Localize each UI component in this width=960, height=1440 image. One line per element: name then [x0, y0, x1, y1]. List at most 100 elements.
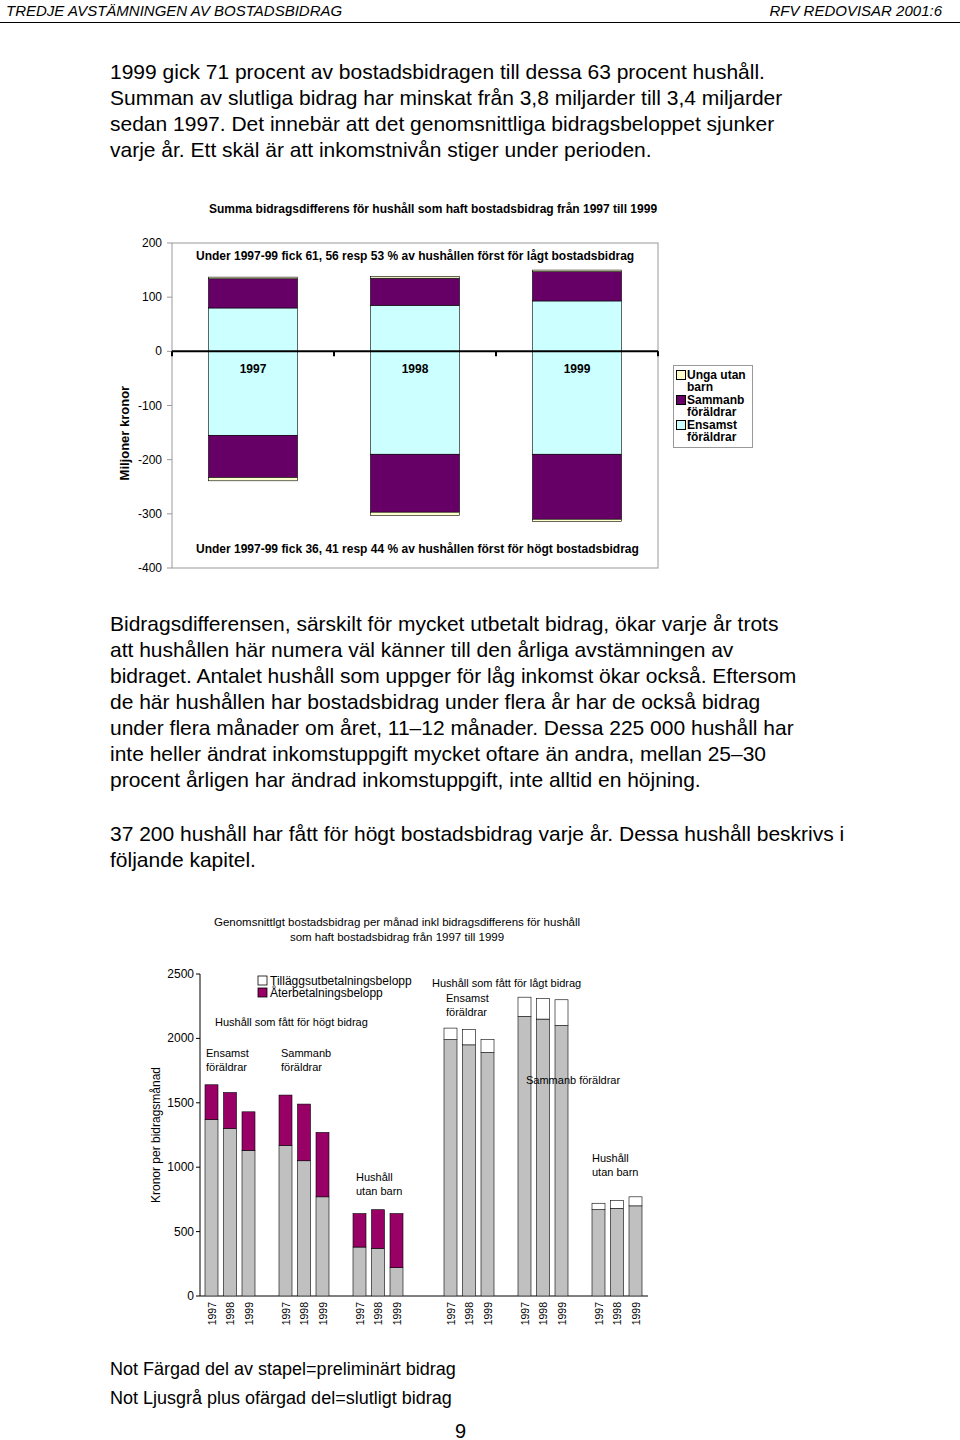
legend-item: Unga utan barn — [674, 369, 752, 393]
bar-segment — [242, 1112, 255, 1151]
y-tick-label: 2500 — [167, 967, 194, 981]
page: TREDJE AVSTÄMNINGEN AV BOSTADSBIDRAGRFV … — [0, 0, 960, 1440]
category-label: 1997 — [593, 1302, 605, 1326]
note: Not Ljusgrå plus ofärgad del=slutligt bi… — [110, 1388, 452, 1409]
category-tick — [495, 351, 497, 356]
annotation: Under 1997-99 fick 36, 41 resp 44 % av h… — [196, 542, 639, 556]
bar-segment — [592, 1203, 605, 1209]
legend-swatch — [676, 370, 686, 380]
bar-segment — [205, 1120, 218, 1296]
bar-segment — [370, 351, 459, 454]
annotation: Sammanb föräldrar — [526, 1074, 620, 1086]
bar-segment — [555, 1000, 568, 1026]
category-tick — [171, 351, 173, 356]
legend-label: Unga utan barn — [687, 369, 749, 393]
text-line: sedan 1997. Det innebär att det genomsni… — [110, 111, 774, 137]
bar-segment — [208, 277, 297, 279]
category-label: 1998 — [224, 1302, 236, 1326]
bar-segment — [390, 1214, 403, 1268]
bar-segment — [242, 1150, 255, 1296]
y-tick — [196, 1296, 200, 1297]
category-label: 1997 — [240, 362, 267, 376]
y-tick-label: 0 — [187, 1289, 194, 1303]
y-tick-label: 1500 — [167, 1096, 194, 1110]
annotation: Hushåll som fått för högt bidrag — [215, 1016, 368, 1028]
legend-swatch — [676, 395, 686, 405]
bar-segment — [629, 1197, 642, 1206]
category-label: 1997 — [519, 1302, 531, 1326]
header-right: RFV REDOVISAR 2001:6 — [769, 2, 942, 19]
bar-segment — [208, 478, 297, 481]
text-line: Summan av slutliga bidrag har minskat fr… — [110, 85, 782, 111]
bar-segment — [444, 1028, 457, 1040]
legend-swatch — [676, 420, 686, 430]
y-tick — [196, 1038, 200, 1039]
legend-swatch — [258, 988, 267, 997]
bar-segment — [611, 1208, 624, 1296]
charts: Summa bidragsdifferens för hushåll som h… — [0, 0, 960, 1440]
bar-segment — [532, 301, 621, 351]
text-line: under flera månader om året, 11–12 månad… — [110, 715, 794, 741]
bar-segment — [370, 454, 459, 512]
bar-segment — [629, 1206, 642, 1296]
category-label: 1999 — [630, 1302, 642, 1326]
text-line: bidraget. Antalet hushåll som uppger för… — [110, 663, 796, 689]
annotation: Sammanb — [281, 1047, 331, 1059]
y-tick-label: -100 — [138, 399, 162, 413]
bar-segment — [205, 1085, 218, 1120]
zero-axis — [172, 350, 658, 352]
y-axis-label: Kronor per bidragsmånad — [149, 1067, 163, 1203]
text-line: varje år. Ett skäl är att inkomstnivån s… — [110, 137, 652, 163]
bar-segment — [298, 1161, 311, 1296]
y-tick — [167, 297, 172, 298]
text-line: inte heller ändrat inkomstuppgift mycket… — [110, 741, 766, 767]
bars — [208, 270, 621, 521]
annotation: Under 1997-99 fick 61, 56 resp 53 % av h… — [196, 249, 634, 263]
bar-segment — [592, 1210, 605, 1296]
legend-swatch — [258, 976, 267, 985]
annotation: Hushåll — [356, 1171, 393, 1183]
y-tick — [167, 405, 172, 406]
plot-frame — [172, 243, 658, 568]
annotation: Ensamst — [446, 992, 489, 1004]
y-tick-label: 200 — [142, 236, 162, 250]
bars — [205, 997, 642, 1296]
category-label: 1997 — [354, 1302, 366, 1326]
y-tick-label: -300 — [138, 507, 162, 521]
bar-segment — [481, 1040, 494, 1053]
bar-segment — [390, 1268, 403, 1296]
legend: Unga utan barnSammanb föräldrarEnsamst f… — [673, 365, 753, 448]
y-tick-label: -400 — [138, 561, 162, 575]
legend-item: Ensamst föräldrar — [674, 419, 752, 443]
bar-segment — [532, 519, 621, 521]
category-label: 1998 — [611, 1302, 623, 1326]
category-label: 1999 — [564, 362, 591, 376]
chart-title: Summa bidragsdifferens för hushåll som h… — [209, 202, 657, 216]
y-tick — [167, 513, 172, 514]
category-tick — [333, 351, 335, 356]
y-axis — [200, 974, 201, 1296]
bar-segment — [370, 278, 459, 305]
y-tick-label: 2000 — [167, 1031, 194, 1045]
bar-segment — [532, 270, 621, 272]
bar-segment — [298, 1104, 311, 1161]
bar-segment — [353, 1214, 366, 1247]
y-tick-label: 500 — [174, 1225, 194, 1239]
bar-segment — [463, 1029, 476, 1044]
annotation: föräldrar — [446, 1006, 487, 1018]
bar-segment — [370, 277, 459, 279]
category-tick — [657, 351, 659, 356]
bar-segment — [316, 1132, 329, 1196]
bar-segment — [611, 1201, 624, 1209]
category-label: 1998 — [537, 1302, 549, 1326]
bar-segment — [518, 1017, 531, 1296]
bar-segment — [224, 1129, 237, 1296]
x-axis — [200, 1296, 648, 1297]
bar-segment — [555, 1026, 568, 1296]
y-tick-label: 100 — [142, 290, 162, 304]
bar-segment — [532, 454, 621, 519]
category-label: 1999 — [482, 1302, 494, 1326]
bar-segment — [224, 1092, 237, 1128]
bar-segment — [353, 1247, 366, 1296]
category-label: 1998 — [402, 362, 429, 376]
